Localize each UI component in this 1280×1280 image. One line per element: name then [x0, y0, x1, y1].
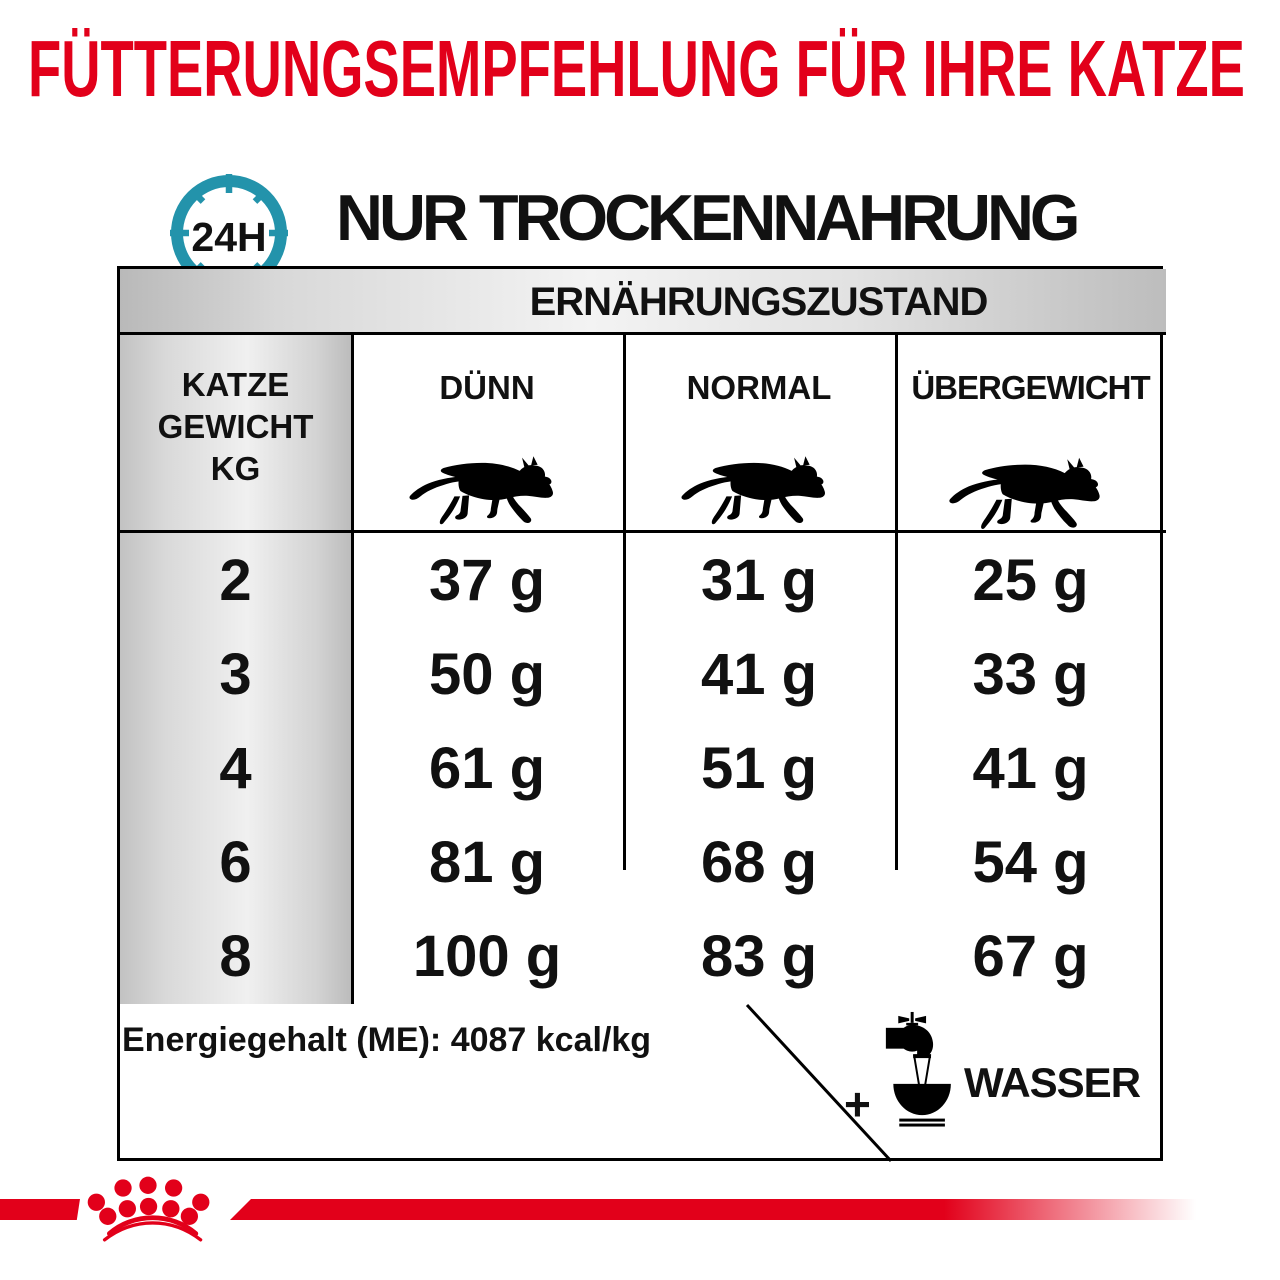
svg-text:24H: 24H	[191, 214, 266, 260]
